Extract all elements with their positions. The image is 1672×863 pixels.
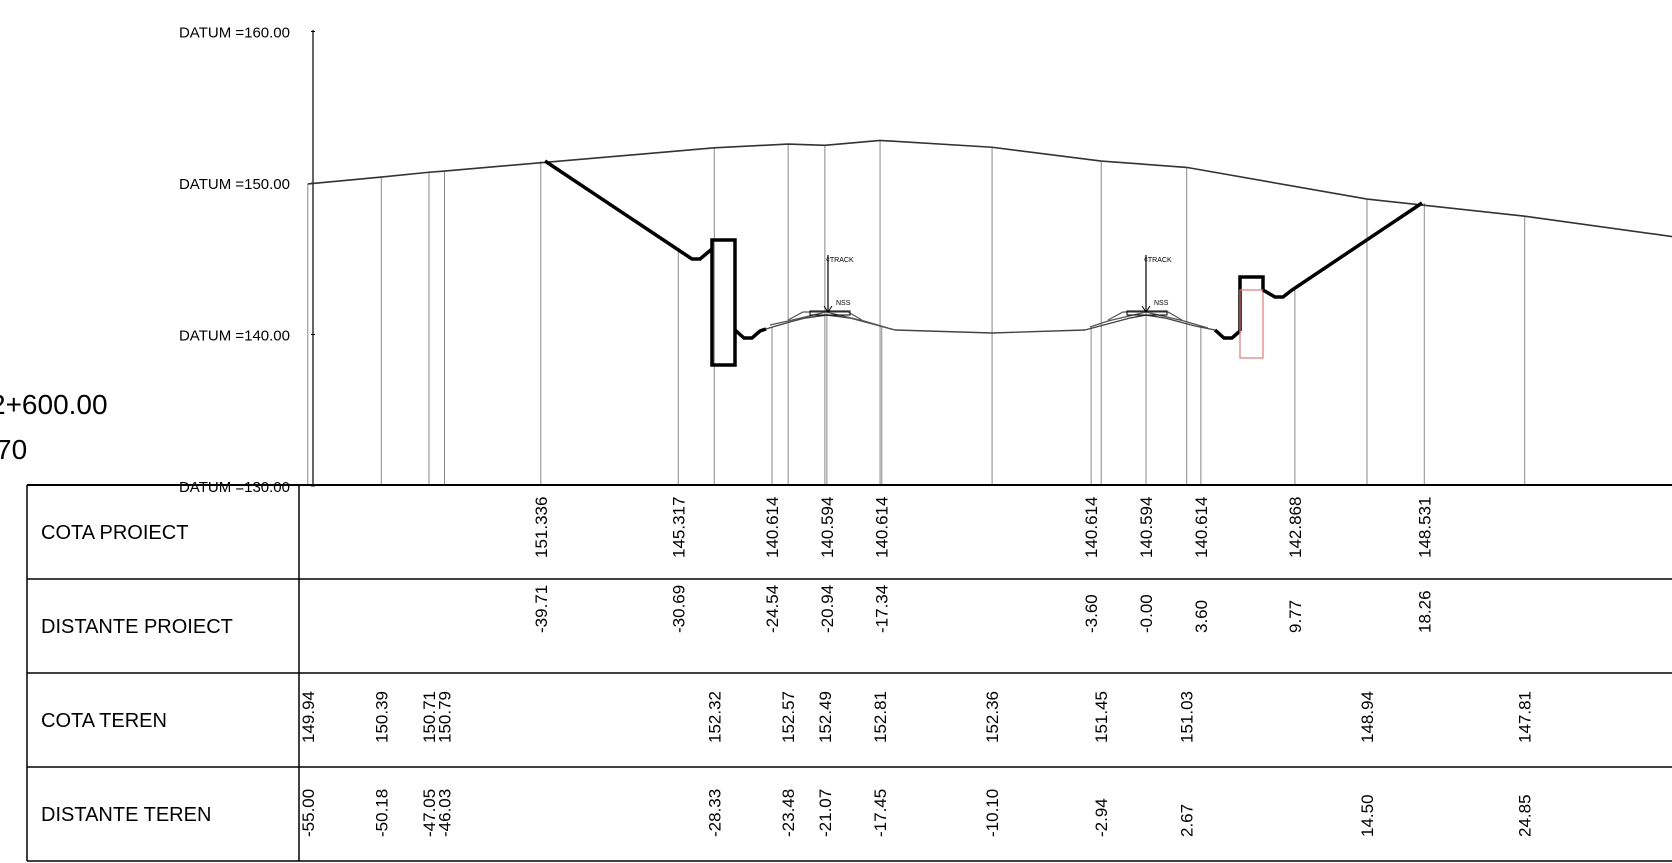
- cota-teren-value: 150.79: [436, 691, 455, 743]
- distante-proiect-value: -24.54: [763, 585, 782, 633]
- cota-teren-value: 150.71: [420, 691, 439, 743]
- datum-label: DATUM =130.00: [179, 479, 290, 496]
- distante-proiect-value: -30.69: [669, 585, 688, 633]
- table-values: 151.336 -39.71 145.317 -30.69 140.614 -24.54 1…: [299, 497, 1672, 837]
- distante-teren-value: -17.45: [871, 789, 890, 837]
- cota-teren-value: 146.40: [1670, 691, 1672, 743]
- distante-teren-value: 24.85: [1516, 794, 1535, 837]
- left-retaining-wall: [710, 238, 737, 367]
- data-table: [26, 484, 1672, 862]
- cota-proiect-value: 151.336: [532, 497, 551, 558]
- left-sleeper: [809, 310, 851, 316]
- left-track-arrow: [823, 305, 833, 313]
- right-cut-slope: [1262, 201, 1423, 299]
- cota-proiect-value: 140.614: [873, 497, 892, 558]
- cota-teren-value: 147.81: [1516, 691, 1535, 743]
- right-ditch: [1213, 328, 1242, 340]
- distante-proiect-value: -39.71: [532, 585, 551, 633]
- left-track-label: ¢TRACK: [826, 257, 854, 264]
- cota-teren-value: 152.36: [983, 691, 1002, 743]
- cota-proiect-value: 140.594: [1137, 497, 1156, 558]
- right-track-arrow: [1141, 305, 1151, 313]
- distante-teren-value: -46.03: [436, 789, 455, 837]
- inter-track-surface: [894, 329, 1086, 334]
- cota-proiect-value: 140.614: [1082, 497, 1101, 558]
- distante-proiect-value: 3.60: [1192, 600, 1211, 633]
- distante-teren-value: -55.00: [299, 789, 318, 837]
- terrain-line: [307, 139, 1672, 238]
- distante-teren-value: -2.94: [1092, 798, 1111, 837]
- right-retaining-wall: [1238, 275, 1265, 331]
- distante-teren-value: -23.48: [779, 789, 798, 837]
- left-cut-slope: [544, 159, 714, 261]
- distante-proiect-value: 9.77: [1286, 600, 1305, 633]
- cota-teren-value: 151.45: [1092, 691, 1111, 743]
- left-platform-surface: [765, 314, 896, 331]
- datum-labels: DATUM =160.00 DATUM =150.00 DATUM =140.00 D…: [179, 25, 315, 496]
- cota-proiect-value: 148.531: [1415, 497, 1434, 558]
- distante-teren-value: -28.33: [705, 789, 724, 837]
- station-secondary: 70: [0, 434, 27, 465]
- station-chainage: 2+600.00: [0, 389, 108, 420]
- cota-proiect-value: 140.614: [763, 497, 782, 558]
- distante-teren-value: 2.67: [1178, 804, 1197, 837]
- distante-proiect-value: 18.26: [1415, 590, 1434, 633]
- cota-teren-value: 152.81: [871, 691, 890, 743]
- datum-label: DATUM =150.00: [179, 176, 290, 193]
- cota-proiect-value: 145.317: [669, 497, 688, 558]
- datum-label: DATUM =140.00: [179, 328, 290, 345]
- left-ditch: [733, 327, 767, 340]
- cota-proiect-value: 140.594: [818, 497, 837, 558]
- distante-teren-value: 35.00: [1670, 794, 1672, 837]
- cota-proiect-value: 140.614: [1192, 497, 1211, 558]
- cota-teren-value: 150.39: [372, 691, 391, 743]
- cota-teren-value: 148.94: [1358, 691, 1377, 743]
- right-wall-footing: [1239, 289, 1264, 359]
- design-section: [544, 159, 1423, 367]
- distante-teren-value: -47.05: [420, 789, 439, 837]
- distante-proiect-value: -20.94: [818, 585, 837, 633]
- row-label-distante-proiect: DISTANTE PROIECT: [41, 616, 233, 638]
- distante-teren-value: -10.10: [983, 789, 1002, 837]
- row-label-cota-teren: COTA TEREN: [41, 710, 167, 732]
- row-label-distante-teren: DISTANTE TEREN: [41, 804, 211, 826]
- right-track-label: ¢TRACK: [1144, 257, 1172, 264]
- cota-teren-value: 152.57: [779, 691, 798, 743]
- distante-teren-value: 14.50: [1358, 794, 1377, 837]
- cota-teren-value: 149.94: [299, 691, 318, 743]
- left-ballast: [787, 311, 863, 321]
- guide-lines: [307, 140, 1526, 485]
- distante-proiect-value: -0.00: [1137, 594, 1156, 633]
- distante-teren-value: -21.07: [816, 789, 835, 837]
- distante-proiect-value: -17.34: [873, 585, 892, 633]
- cota-teren-value: 152.32: [705, 691, 724, 743]
- row-label-cota-proiect: COTA PROIECT: [41, 522, 188, 544]
- right-platform-base: [1089, 311, 1209, 329]
- cota-teren-value: 151.03: [1178, 691, 1197, 743]
- cota-proiect-value: 142.868: [1286, 497, 1305, 558]
- distante-proiect-value: -3.60: [1082, 594, 1101, 633]
- right-track-sub: NSS: [1154, 300, 1169, 307]
- left-track-sub: NSS: [836, 300, 851, 307]
- datum-label: DATUM =160.00: [179, 25, 290, 42]
- cota-teren-value: 152.49: [816, 691, 835, 743]
- distante-teren-value: -50.18: [372, 789, 391, 837]
